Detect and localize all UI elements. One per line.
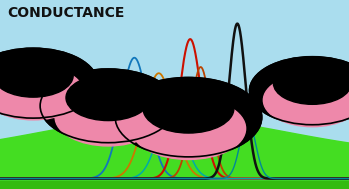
Text: CONDUCTANCE: CONDUCTANCE <box>7 6 124 20</box>
Circle shape <box>0 65 83 120</box>
Circle shape <box>263 74 349 127</box>
Circle shape <box>66 75 150 121</box>
Circle shape <box>0 48 98 118</box>
Circle shape <box>273 62 349 104</box>
Circle shape <box>131 98 246 160</box>
Circle shape <box>0 54 73 97</box>
Circle shape <box>55 88 161 146</box>
Circle shape <box>143 84 234 133</box>
Circle shape <box>115 77 262 157</box>
Circle shape <box>250 57 349 125</box>
Circle shape <box>40 69 176 143</box>
